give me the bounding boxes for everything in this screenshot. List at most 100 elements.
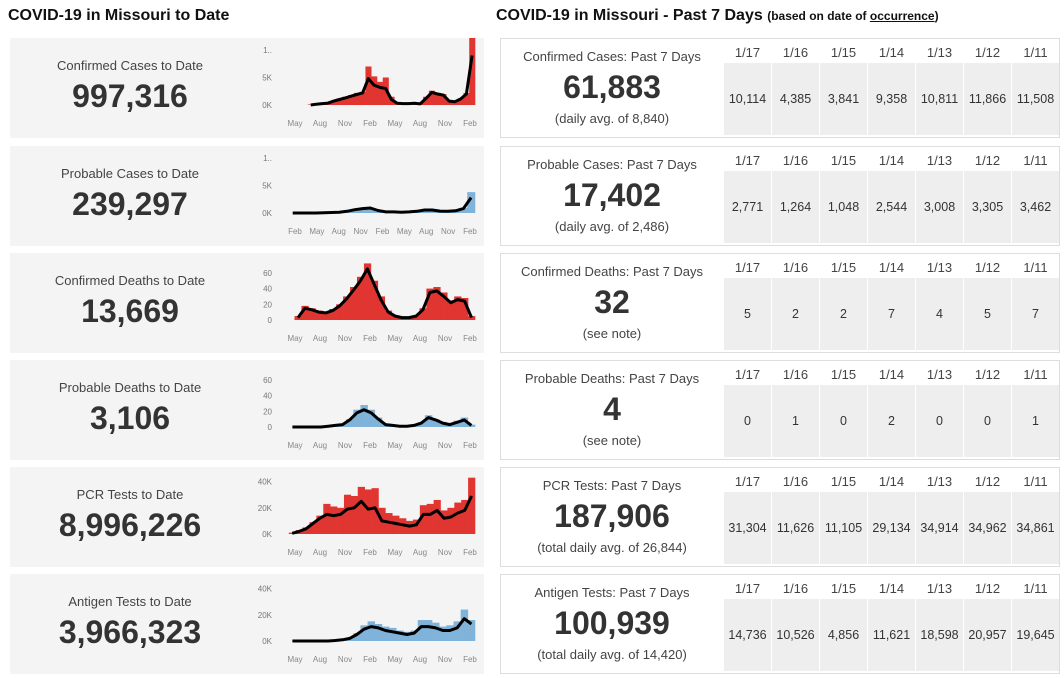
day-column: 1/11 1 bbox=[1012, 361, 1059, 457]
x-tick-label: Nov bbox=[438, 334, 452, 343]
confirmed-deaths-sparkline: 0 20 40 60 May Aug Nov Feb May Aug Nov Feb bbox=[263, 263, 477, 343]
date-label: 1/15 bbox=[830, 153, 857, 168]
y-tick-label: 60 bbox=[263, 269, 272, 278]
y-tick-label: 5K bbox=[262, 74, 272, 83]
bar bbox=[461, 298, 469, 320]
date-label: 1/14 bbox=[878, 474, 905, 489]
occurrence-link[interactable]: occurrence bbox=[869, 9, 935, 23]
date-label: 1/16 bbox=[782, 474, 809, 489]
bar bbox=[329, 309, 337, 320]
day-column: 1/14 7 bbox=[868, 254, 915, 350]
pcr-tests-to-date-card: PCR Tests to Date 8,996,226 0K 20K 40K May Aug… bbox=[10, 467, 484, 567]
card-value: 187,906 bbox=[554, 498, 670, 534]
card-label: Confirmed Deaths to Date bbox=[54, 273, 206, 288]
day-column: 1/11 11,508 bbox=[1012, 39, 1059, 135]
bar bbox=[403, 631, 411, 641]
card-value: 61,883 bbox=[563, 69, 661, 105]
daily-value: 3,841 bbox=[820, 63, 867, 135]
date-label: 1/11 bbox=[1023, 153, 1048, 168]
daily-value: 10,114 bbox=[724, 63, 771, 135]
average-line bbox=[291, 495, 473, 535]
x-tick-label: Feb bbox=[463, 548, 477, 557]
bar bbox=[419, 308, 427, 320]
x-tick-label: May bbox=[287, 119, 302, 128]
day-column: 1/11 7 bbox=[1012, 254, 1059, 350]
card-label: Confirmed Cases to Date bbox=[57, 58, 203, 73]
card-subtext: (total daily avg. of 26,844) bbox=[537, 540, 687, 555]
daily-value: 2,544 bbox=[868, 171, 915, 243]
date-label: 1/13 bbox=[926, 474, 953, 489]
bar bbox=[322, 312, 330, 320]
daily-value: 5 bbox=[964, 278, 1011, 350]
daily-values: 1/17 14,736 1/16 10,526 1/15 4,856 1/14 11,621 1… bbox=[724, 575, 1060, 671]
daily-value: 34,914 bbox=[916, 492, 963, 564]
card-value: 17,402 bbox=[563, 177, 661, 213]
daily-value: 1,048 bbox=[820, 171, 867, 243]
bar bbox=[302, 527, 310, 534]
date-label: 1/16 bbox=[782, 581, 809, 596]
day-column: 1/13 10,811 bbox=[916, 39, 963, 135]
date-label: 1/16 bbox=[782, 153, 809, 168]
antigen-tests-sparkline: 0K 20K 40K May Aug Nov Feb May Aug Nov Feb bbox=[258, 585, 478, 664]
left-title: COVID-19 in Missouri to Date bbox=[8, 7, 230, 24]
x-tick-label: Feb bbox=[363, 334, 377, 343]
daily-value: 4,385 bbox=[772, 63, 819, 135]
date-label: 1/12 bbox=[974, 153, 1001, 168]
y-tick-label: 60 bbox=[263, 376, 272, 385]
y-tick-label: 1.. bbox=[263, 46, 272, 55]
bar bbox=[467, 424, 476, 427]
day-column: 1/15 11,105 bbox=[820, 468, 867, 564]
day-column: 1/15 4,856 bbox=[820, 575, 867, 671]
x-tick-label: Nov bbox=[338, 655, 352, 664]
x-tick-label: Feb bbox=[363, 548, 377, 557]
x-tick-label: Feb bbox=[463, 227, 477, 236]
y-tick-label: 20 bbox=[263, 300, 272, 309]
date-label: 1/12 bbox=[974, 474, 1001, 489]
bar bbox=[366, 207, 375, 213]
card-value: 8,996,226 bbox=[58, 507, 202, 543]
date-label: 1/11 bbox=[1023, 474, 1048, 489]
daily-values: 1/17 5 1/16 2 1/15 2 1/14 7 1/13 4 1/12 5 1/11 7 bbox=[724, 254, 1060, 350]
date-label: 1/12 bbox=[974, 581, 1001, 596]
x-tick-label: Aug bbox=[413, 334, 427, 343]
y-tick-label: 20 bbox=[263, 407, 272, 416]
x-tick-label: Aug bbox=[413, 655, 427, 664]
day-column: 1/14 29,134 bbox=[868, 468, 915, 564]
date-label: 1/17 bbox=[734, 367, 761, 382]
probable-deaths-to-date-card: Probable Deaths to Date 3,106 0 20 40 60 May Au… bbox=[10, 360, 484, 460]
date-label: 1/15 bbox=[830, 367, 857, 382]
date-label: 1/12 bbox=[974, 367, 1001, 382]
average-line bbox=[292, 408, 473, 429]
date-label: 1/14 bbox=[878, 367, 905, 382]
confirmed-deaths-past-7-days-card: Confirmed Deaths: Past 7 Days 32 (see note… bbox=[500, 253, 1060, 353]
date-label: 1/17 bbox=[734, 260, 761, 275]
average-line bbox=[296, 267, 473, 320]
bar bbox=[419, 505, 428, 534]
daily-value: 2,771 bbox=[724, 171, 771, 243]
x-tick-label: Nov bbox=[438, 441, 452, 450]
bar bbox=[336, 304, 344, 320]
day-column: 1/12 0 bbox=[964, 361, 1011, 457]
date-label: 1/15 bbox=[830, 45, 857, 60]
daily-value: 7 bbox=[868, 278, 915, 350]
daily-value: 11,621 bbox=[868, 599, 915, 671]
bar bbox=[434, 92, 441, 105]
y-tick-label: 40 bbox=[263, 285, 272, 294]
bar bbox=[377, 296, 386, 320]
x-tick-label: May bbox=[309, 227, 324, 236]
bar bbox=[367, 621, 376, 641]
date-label: 1/14 bbox=[878, 260, 905, 275]
day-column: 1/13 34,914 bbox=[916, 468, 963, 564]
day-column: 1/16 10,526 bbox=[772, 575, 819, 671]
bar bbox=[410, 630, 419, 641]
bar bbox=[412, 315, 420, 320]
x-tick-label: Feb bbox=[463, 655, 477, 664]
day-column: 1/15 0 bbox=[820, 361, 867, 457]
day-column: 1/14 9,358 bbox=[868, 39, 915, 135]
day-column: 1/15 2 bbox=[820, 254, 867, 350]
x-tick-label: Feb bbox=[376, 227, 390, 236]
bar bbox=[439, 626, 447, 641]
x-tick-label: Feb bbox=[463, 119, 477, 128]
day-column: 1/11 19,645 bbox=[1012, 575, 1059, 671]
day-column: 1/16 2 bbox=[772, 254, 819, 350]
